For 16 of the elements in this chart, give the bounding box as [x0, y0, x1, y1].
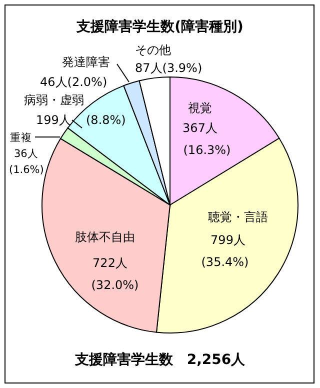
data-label: 36人 (1.6%)	[9, 148, 44, 176]
slice-label: 発達障害	[62, 55, 110, 69]
data-label: 722人 (32.0%)	[91, 256, 139, 292]
slice-label: 肢体不自由	[75, 230, 135, 244]
chart-title: 支援障害学生数(障害種別)	[76, 18, 244, 35]
slice-label: 重複	[10, 131, 32, 144]
slice-label: その他	[135, 43, 171, 57]
slice-label: 病弱・虚弱	[24, 93, 84, 107]
data-label: 799人 (35.4%)	[201, 233, 249, 269]
data-label: 367人 (16.3%)	[182, 121, 231, 157]
data-label: 46人(2.0%)	[40, 75, 108, 89]
slice-label: 視覚	[188, 101, 212, 115]
data-label: 87人(3.9%)	[135, 61, 202, 75]
slice-label: 聴覚・言語	[208, 210, 268, 224]
text: 199人 (8.8%)	[36, 113, 126, 127]
text: 支援障害学生数 2,256人	[74, 351, 246, 368]
